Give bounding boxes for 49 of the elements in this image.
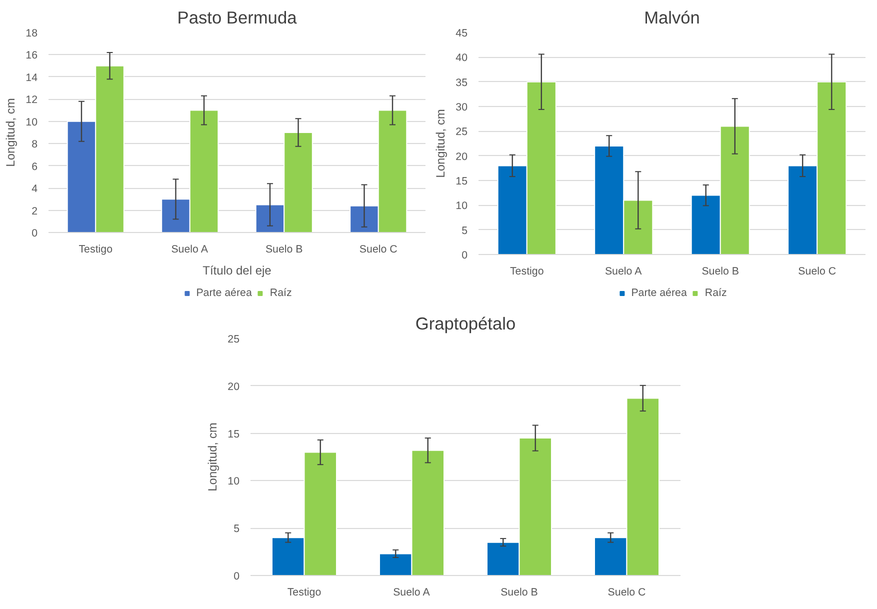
y-tick-label: 14 [26, 72, 38, 84]
x-axis-title: Título del eje [202, 264, 272, 278]
y-tick-label: 25 [456, 126, 468, 138]
legend-label: Parte aérea [631, 287, 687, 299]
y-tick-label: 15 [456, 176, 468, 188]
y-tick-label: 10 [228, 476, 240, 488]
y-tick-label: 16 [26, 50, 38, 62]
chart-title: Pasto Bermuda [177, 8, 298, 28]
y-tick-label: 6 [32, 160, 38, 173]
y-tick-label: 10 [456, 200, 468, 212]
y-tick-label: 2 [32, 205, 38, 218]
x-tick-label: Suelo B [265, 244, 303, 256]
y-tick-label: 0 [32, 228, 38, 240]
y-axis-title: Longitud, cm [434, 109, 448, 178]
y-tick-label: 20 [456, 150, 468, 163]
y-tick-label: 5 [462, 224, 468, 237]
y-axis-title: Longitud, cm [206, 422, 220, 492]
x-tick-label: Suelo A [604, 266, 643, 278]
y-tick-label: 10 [26, 116, 38, 128]
x-tick-label: Testigo [510, 266, 544, 278]
x-tick-label: Testigo [287, 586, 322, 598]
y-tick-label: 18 [26, 28, 38, 40]
y-tick-label: 20 [228, 380, 240, 393]
y-tick-label: 40 [456, 52, 468, 64]
y-tick-label: 12 [26, 94, 38, 106]
x-tick-label: Testigo [78, 244, 113, 256]
y-tick-label: 15 [228, 428, 240, 440]
y-tick-label: 0 [234, 570, 240, 582]
legend-label: Raíz [270, 287, 292, 299]
y-tick-label: 30 [456, 102, 468, 114]
y-tick-label: 45 [456, 28, 468, 40]
x-tick-label: Suelo B [702, 266, 740, 278]
x-tick-label: Suelo C [608, 586, 646, 598]
chart-title: Malvón [644, 8, 700, 28]
legend-label: Parte aérea [196, 287, 252, 299]
chart-title: Graptopétalo [415, 314, 516, 334]
x-tick-label: Suelo B [500, 586, 538, 598]
y-tick-label: 35 [456, 76, 468, 89]
x-tick-label: Suelo C [798, 266, 836, 278]
y-axis-title: Longitud, cm [4, 98, 18, 167]
y-tick-label: 4 [32, 183, 38, 196]
y-tick-label: 8 [32, 138, 38, 151]
x-tick-label: Suelo C [359, 244, 398, 256]
y-tick-label: 25 [228, 334, 240, 346]
y-tick-label: 0 [462, 250, 468, 262]
x-tick-label: Suelo A [393, 586, 431, 598]
y-tick-label: 5 [234, 523, 240, 536]
x-tick-label: Suelo A [171, 244, 209, 256]
legend-label: Raíz [704, 287, 727, 299]
